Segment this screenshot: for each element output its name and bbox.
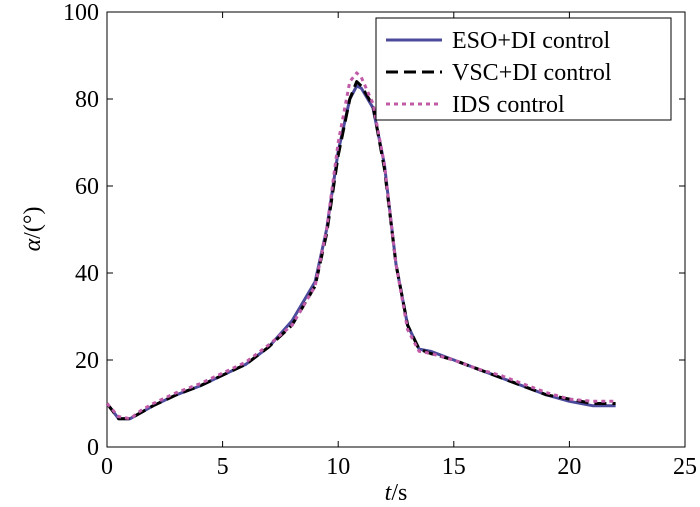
y-tick-label-2: 40 [75, 261, 99, 287]
x-tick-label-0: 0 [101, 454, 113, 480]
x-tick-label-5: 25 [673, 454, 697, 480]
y-tick-label-0: 0 [87, 435, 99, 461]
y-axis-label-var: α [20, 238, 46, 251]
y-tick-label-3: 60 [75, 174, 99, 200]
x-tick-label-1: 5 [217, 454, 229, 480]
x-tick-label-3: 15 [442, 454, 466, 480]
x-tick-label-2: 10 [326, 454, 350, 480]
legend-label-2: IDS control [452, 92, 565, 118]
legend-label-1: VSC+DI control [452, 60, 612, 86]
x-axis-label-unit: /s [391, 480, 407, 506]
y-tick-label-1: 20 [75, 348, 99, 374]
legend-box [375, 17, 672, 121]
series-lines [105, 71, 616, 421]
x-axis-label: t/s [385, 480, 408, 506]
y-tick-label-4: 80 [75, 87, 99, 113]
y-axis-label: α/(°) [20, 207, 46, 252]
series-line-2 [105, 71, 616, 421]
y-axis-label-unit: /(°) [20, 207, 46, 239]
x-axis-label-var: t [385, 480, 393, 506]
x-tick-label-4: 20 [557, 454, 581, 480]
axis-ticks: 0 5 10 15 20 25 0 20 40 60 80 100 [63, 0, 697, 480]
y-tick-label-5: 100 [63, 0, 99, 26]
series-line-1 [105, 80, 616, 421]
legend-label-0: ESO+DI control [452, 28, 611, 54]
legend: ESO+DI control VSC+DI control IDS control [375, 17, 672, 121]
